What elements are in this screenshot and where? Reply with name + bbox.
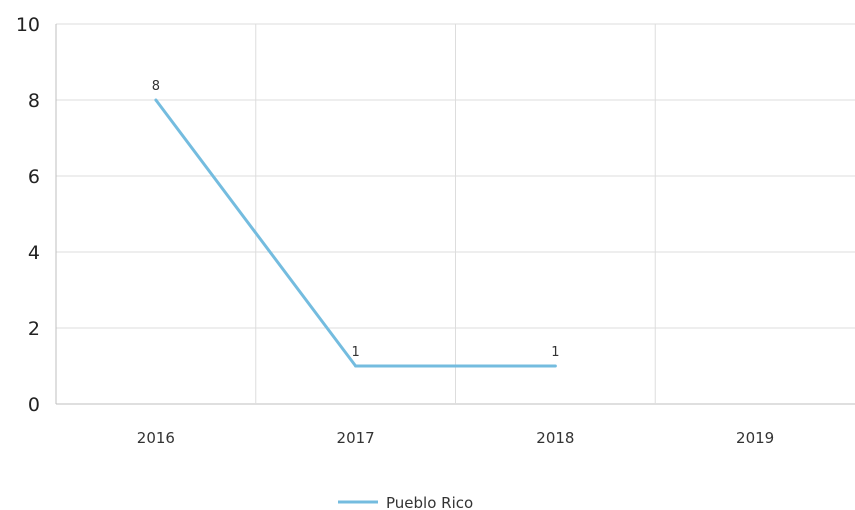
series-layer <box>154 98 557 368</box>
y-tick-label-4: 4 <box>28 242 40 264</box>
x-tick-label-2016: 2016 <box>137 429 175 447</box>
legend-label-0[interactable]: Pueblo Rico <box>386 494 473 510</box>
y-tick-label-8: 8 <box>28 90 40 112</box>
axes: 0 2 4 6 8 10 2016 2017 2018 2019 <box>16 14 774 447</box>
x-tick-label-2018: 2018 <box>536 429 574 447</box>
data-labels: 8 1 1 <box>152 79 560 360</box>
y-tick-label-6: 6 <box>28 166 40 188</box>
y-tick-label-0: 0 <box>28 394 40 416</box>
data-label-2018: 1 <box>551 345 559 360</box>
data-point-2017 <box>354 364 358 368</box>
y-tick-label-2: 2 <box>28 318 40 340</box>
x-tick-label-2019: 2019 <box>736 429 774 447</box>
data-point-2016 <box>154 98 158 102</box>
legend[interactable]: Pueblo Rico <box>338 494 473 510</box>
data-label-2016: 8 <box>152 79 160 94</box>
y-tick-label-10: 10 <box>16 14 40 36</box>
series-line-0 <box>154 99 556 368</box>
data-label-2017: 1 <box>351 345 359 360</box>
data-point-2018 <box>553 364 557 368</box>
x-tick-label-2017: 2017 <box>337 429 375 447</box>
grid <box>55 23 855 405</box>
